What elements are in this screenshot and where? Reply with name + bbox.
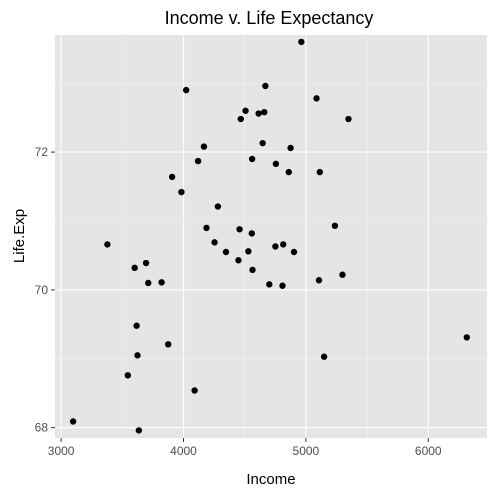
x-tick-label: 4000 bbox=[170, 444, 197, 458]
scatter-point bbox=[214, 203, 222, 210]
x-tick-label: 5000 bbox=[293, 444, 320, 458]
x-axis-ticks: 3000 4000 5000 6000 bbox=[48, 438, 442, 458]
scatter-point bbox=[313, 95, 320, 102]
minor-gridlines bbox=[55, 35, 487, 438]
y-tick-label: 70 bbox=[35, 283, 49, 297]
scatter-point bbox=[133, 322, 140, 329]
scatter-point bbox=[339, 271, 346, 278]
scatter-point bbox=[262, 82, 269, 90]
scatter-point bbox=[248, 230, 255, 237]
y-axis-ticks: 68 70 72 bbox=[35, 145, 55, 435]
scatter-point bbox=[287, 144, 294, 152]
scatter-point bbox=[165, 341, 172, 348]
scatter-point bbox=[200, 143, 208, 150]
major-gridlines bbox=[55, 35, 487, 438]
scatter-point bbox=[191, 387, 198, 394]
scatter-point bbox=[194, 157, 202, 165]
scatter-point bbox=[135, 427, 143, 434]
scatter-point bbox=[248, 155, 256, 163]
scatter-point bbox=[104, 241, 111, 248]
scatter-point bbox=[272, 243, 279, 250]
scatter-point bbox=[242, 107, 249, 114]
scatter-point bbox=[69, 418, 77, 425]
scatter-point bbox=[142, 259, 150, 267]
scatter-point bbox=[168, 173, 176, 181]
scatter-point bbox=[261, 108, 268, 116]
chart-title: Income v. Life Expectancy bbox=[165, 8, 374, 28]
scatter-point bbox=[211, 239, 218, 246]
data-points bbox=[69, 38, 471, 434]
y-tick-label: 68 bbox=[35, 421, 49, 435]
plot-panel bbox=[55, 35, 487, 438]
scatter-point bbox=[134, 352, 141, 359]
scatter-point bbox=[463, 334, 471, 341]
scatter-point bbox=[235, 257, 242, 264]
x-tick-label: 3000 bbox=[48, 444, 75, 458]
scatter-point bbox=[280, 241, 287, 248]
scatter-point bbox=[158, 279, 165, 286]
scatter-point bbox=[320, 353, 328, 360]
scatter-point bbox=[222, 248, 230, 256]
scatter-point bbox=[131, 264, 138, 272]
scatter-point bbox=[285, 168, 292, 176]
scatter-point bbox=[298, 38, 305, 46]
scatter-point bbox=[245, 248, 252, 255]
scatter-point bbox=[182, 86, 190, 94]
x-axis-label: Income bbox=[246, 471, 295, 488]
y-tick-label: 72 bbox=[35, 145, 49, 159]
scatter-point bbox=[331, 222, 339, 230]
scatter-point bbox=[259, 139, 266, 147]
scatter-point bbox=[316, 168, 324, 176]
scatter-point bbox=[237, 115, 244, 123]
scatter-point bbox=[249, 266, 256, 274]
scatter-point bbox=[315, 277, 323, 284]
scatter-point bbox=[345, 115, 352, 123]
scatter-point bbox=[272, 160, 280, 168]
scatter-point bbox=[266, 281, 273, 288]
y-axis-label: Life.Exp bbox=[11, 209, 28, 263]
scatter-point bbox=[124, 372, 132, 379]
scatter-point bbox=[290, 248, 298, 256]
scatter-point bbox=[178, 188, 185, 196]
scatter-point bbox=[236, 226, 243, 233]
scatter-point bbox=[203, 224, 210, 232]
scatter-point bbox=[145, 279, 152, 287]
x-tick-label: 6000 bbox=[415, 444, 442, 458]
scatter-point bbox=[255, 110, 262, 117]
scatter-point bbox=[279, 282, 286, 289]
